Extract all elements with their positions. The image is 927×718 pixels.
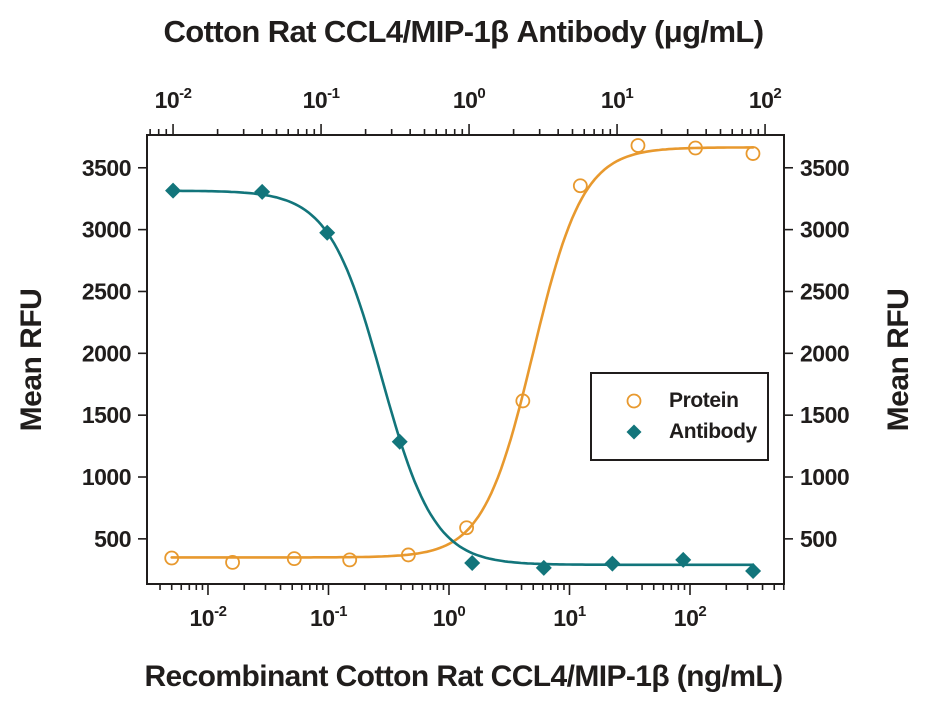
x-tick-label: 100 bbox=[453, 85, 486, 113]
y-tick-label-left: 3500 bbox=[82, 155, 131, 181]
y-tick-label-right: 1000 bbox=[800, 464, 849, 490]
x-tick-label: 10-1 bbox=[303, 85, 340, 113]
top-axis-ticks bbox=[149, 124, 766, 135]
y-tick-label-right: 3000 bbox=[800, 217, 849, 243]
x-tick-label: 101 bbox=[553, 603, 586, 631]
protein-legend-marker bbox=[626, 393, 642, 409]
antibody-curve bbox=[171, 189, 755, 567]
protein-data-point bbox=[164, 550, 180, 566]
protein-data-point bbox=[459, 520, 475, 536]
top-axis-ticks-labels: 10-2 10-1 100 101 102 bbox=[155, 85, 782, 113]
protein-data-point bbox=[745, 146, 761, 161]
x-tick-label: 10-2 bbox=[190, 603, 227, 631]
protein-data-point bbox=[286, 551, 302, 567]
protein-data-point bbox=[688, 140, 703, 156]
x-tick-label: 101 bbox=[601, 85, 634, 113]
bottom-axis-ticks bbox=[159, 584, 785, 595]
y-tick-label-left: 2500 bbox=[82, 278, 131, 304]
plot-frame bbox=[146, 134, 785, 585]
legend-item-antibody: Antibody bbox=[623, 420, 767, 444]
top-axis-title: Cotton Rat CCL4/MIP-1β Antibody (μg/mL) bbox=[163, 14, 765, 49]
x-tick-label: 102 bbox=[749, 85, 782, 113]
antibody-data-point bbox=[604, 555, 621, 572]
antibody-data-point bbox=[391, 433, 408, 450]
x-tick-label: 10-2 bbox=[155, 85, 192, 113]
protein-data-point bbox=[515, 393, 531, 409]
y-tick-label-right: 2500 bbox=[800, 278, 849, 304]
y-tick-label-left: 3000 bbox=[82, 217, 131, 243]
legend: Protein Antibody bbox=[590, 372, 769, 461]
antibody-legend-marker bbox=[626, 424, 642, 440]
x-tick-label: 102 bbox=[674, 603, 707, 631]
y-tick-label-right: 3500 bbox=[800, 155, 849, 181]
protein-data-point bbox=[630, 138, 646, 153]
antibody-data-point bbox=[675, 551, 692, 568]
y-tick-label-right: 1500 bbox=[800, 402, 849, 428]
x-tick-label: 10-1 bbox=[310, 603, 347, 631]
legend-antibody-label: Antibody bbox=[669, 420, 757, 443]
antibody-data-point bbox=[464, 554, 481, 571]
y-tick-label-right: 2000 bbox=[800, 340, 849, 366]
protein-curve bbox=[170, 146, 755, 559]
legend-protein-label: Protein bbox=[669, 389, 739, 412]
legend-item-protein: Protein bbox=[623, 389, 767, 413]
protein-open-circle-icon bbox=[626, 393, 642, 409]
antibody-data-point bbox=[254, 183, 271, 200]
antibody-data-point bbox=[535, 559, 552, 576]
protein-data-point bbox=[400, 547, 416, 563]
y-axis-tick-labels: 500 500 1000 1000 1500 1500 2000 2000 2500 2500 30… bbox=[82, 155, 850, 552]
protein-data-point bbox=[342, 552, 358, 568]
antibody-diamond-icon bbox=[626, 424, 642, 440]
bottom-axis-ticks-labels: 10-2 10-1 100 101 102 bbox=[190, 603, 707, 631]
y-tick-label-right: 500 bbox=[800, 526, 837, 552]
y-axis-ticks bbox=[138, 166, 793, 540]
y-tick-label-left: 1000 bbox=[82, 464, 131, 490]
antibody-data-point bbox=[745, 563, 762, 580]
y-tick-label-left: 2000 bbox=[82, 340, 131, 366]
y-tick-label-left: 1500 bbox=[82, 402, 131, 428]
bottom-axis-title: Recombinant Cotton Rat CCL4/MIP-1β (ng/m… bbox=[144, 660, 783, 693]
protein-data-point bbox=[225, 554, 240, 570]
y-tick-label-left: 500 bbox=[94, 526, 131, 552]
x-tick-label: 100 bbox=[433, 603, 466, 631]
antibody-markers bbox=[165, 182, 762, 580]
antibody-data-point bbox=[165, 182, 182, 199]
antibody-data-point bbox=[319, 224, 336, 241]
protein-data-point bbox=[572, 178, 588, 194]
protein-markers bbox=[164, 138, 761, 570]
